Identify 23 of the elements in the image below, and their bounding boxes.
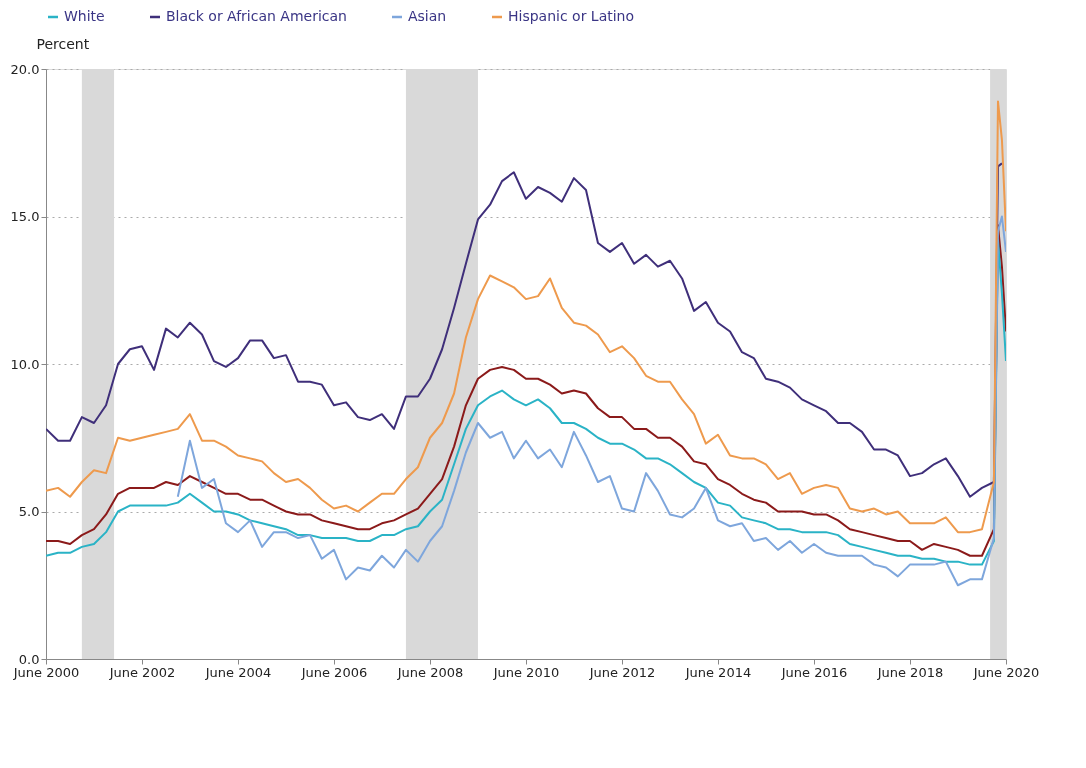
x-tick-label: June 2006	[300, 664, 368, 680]
x-tick-label: June 2018	[876, 664, 944, 680]
y-tick-label: 0.0	[18, 651, 40, 667]
legend-label: Hispanic or Latino	[508, 8, 635, 24]
x-tick-label: June 2012	[588, 664, 656, 680]
y-tick-label: 15.0	[10, 209, 40, 224]
y-tick-label: 10.0	[10, 356, 40, 372]
line-series	[176, 215, 1006, 587]
x-tick-label: June 2008	[396, 664, 464, 680]
x-tick-label: June 2014	[684, 664, 752, 680]
x-tick-label: June 2002	[108, 664, 176, 680]
x-tick-label: June 2004	[204, 664, 272, 680]
legend-label: White	[64, 8, 105, 24]
line-series	[46, 100, 1006, 534]
x-tick-label: June 2016	[780, 664, 848, 680]
x-tick-label: June 2020	[972, 664, 1040, 680]
y-tick-label: 20.0	[10, 61, 40, 77]
legend-label: Asian	[408, 8, 447, 24]
y-axis-title: Percent	[36, 35, 90, 52]
y-tick-label: 5.0	[18, 504, 40, 519]
x-tick-label: June 2000	[12, 664, 80, 680]
x-tick-label: June 2010	[492, 664, 560, 680]
legend-label: Black or African American	[166, 8, 347, 24]
